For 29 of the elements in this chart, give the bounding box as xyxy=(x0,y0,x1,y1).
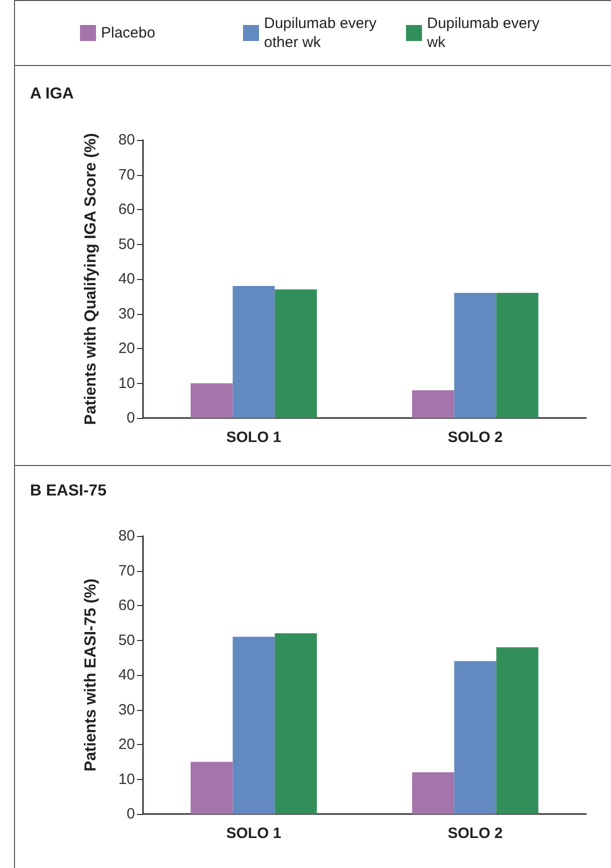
y-tick-label: 80 xyxy=(118,132,135,148)
y-tick-label: 20 xyxy=(118,340,135,357)
y-tick-label: 40 xyxy=(118,666,135,684)
x-tick-label: SOLO 1 xyxy=(226,429,282,446)
y-tick-label: 60 xyxy=(118,597,135,614)
chart-title: A IGA xyxy=(30,86,74,102)
y-tick-label: 0 xyxy=(126,410,135,426)
x-tick-label: SOLO 2 xyxy=(448,825,503,842)
y-tick-label: 50 xyxy=(118,632,135,649)
y-tick-label: 70 xyxy=(118,166,135,184)
y-axis-title: Patients with EASI-75 (%) xyxy=(82,578,100,772)
y-tick-label: 10 xyxy=(118,374,135,392)
y-axis-title: Patients with Qualifying IGA Score (%) xyxy=(82,133,100,425)
y-tick-label: 10 xyxy=(118,770,135,788)
y-tick-label: 30 xyxy=(118,701,135,718)
x-tick-label: SOLO 2 xyxy=(448,429,503,446)
x-tick-label: SOLO 1 xyxy=(226,825,282,842)
y-tick-label: 80 xyxy=(118,528,135,544)
legend-label: Dupilumab every wk xyxy=(426,15,544,51)
legend-label: Placebo xyxy=(101,24,156,42)
legend-label: Dupilumab every other wk xyxy=(264,15,381,51)
y-tick-label: 70 xyxy=(118,562,135,580)
y-tick-label: 50 xyxy=(118,236,135,253)
y-tick-label: 40 xyxy=(118,270,135,288)
y-tick-label: 60 xyxy=(118,201,135,218)
y-tick-label: 20 xyxy=(118,736,135,753)
y-tick-label: 30 xyxy=(118,305,135,322)
chart-title: B EASI-75 xyxy=(30,482,107,500)
y-tick-label: 0 xyxy=(126,806,135,822)
